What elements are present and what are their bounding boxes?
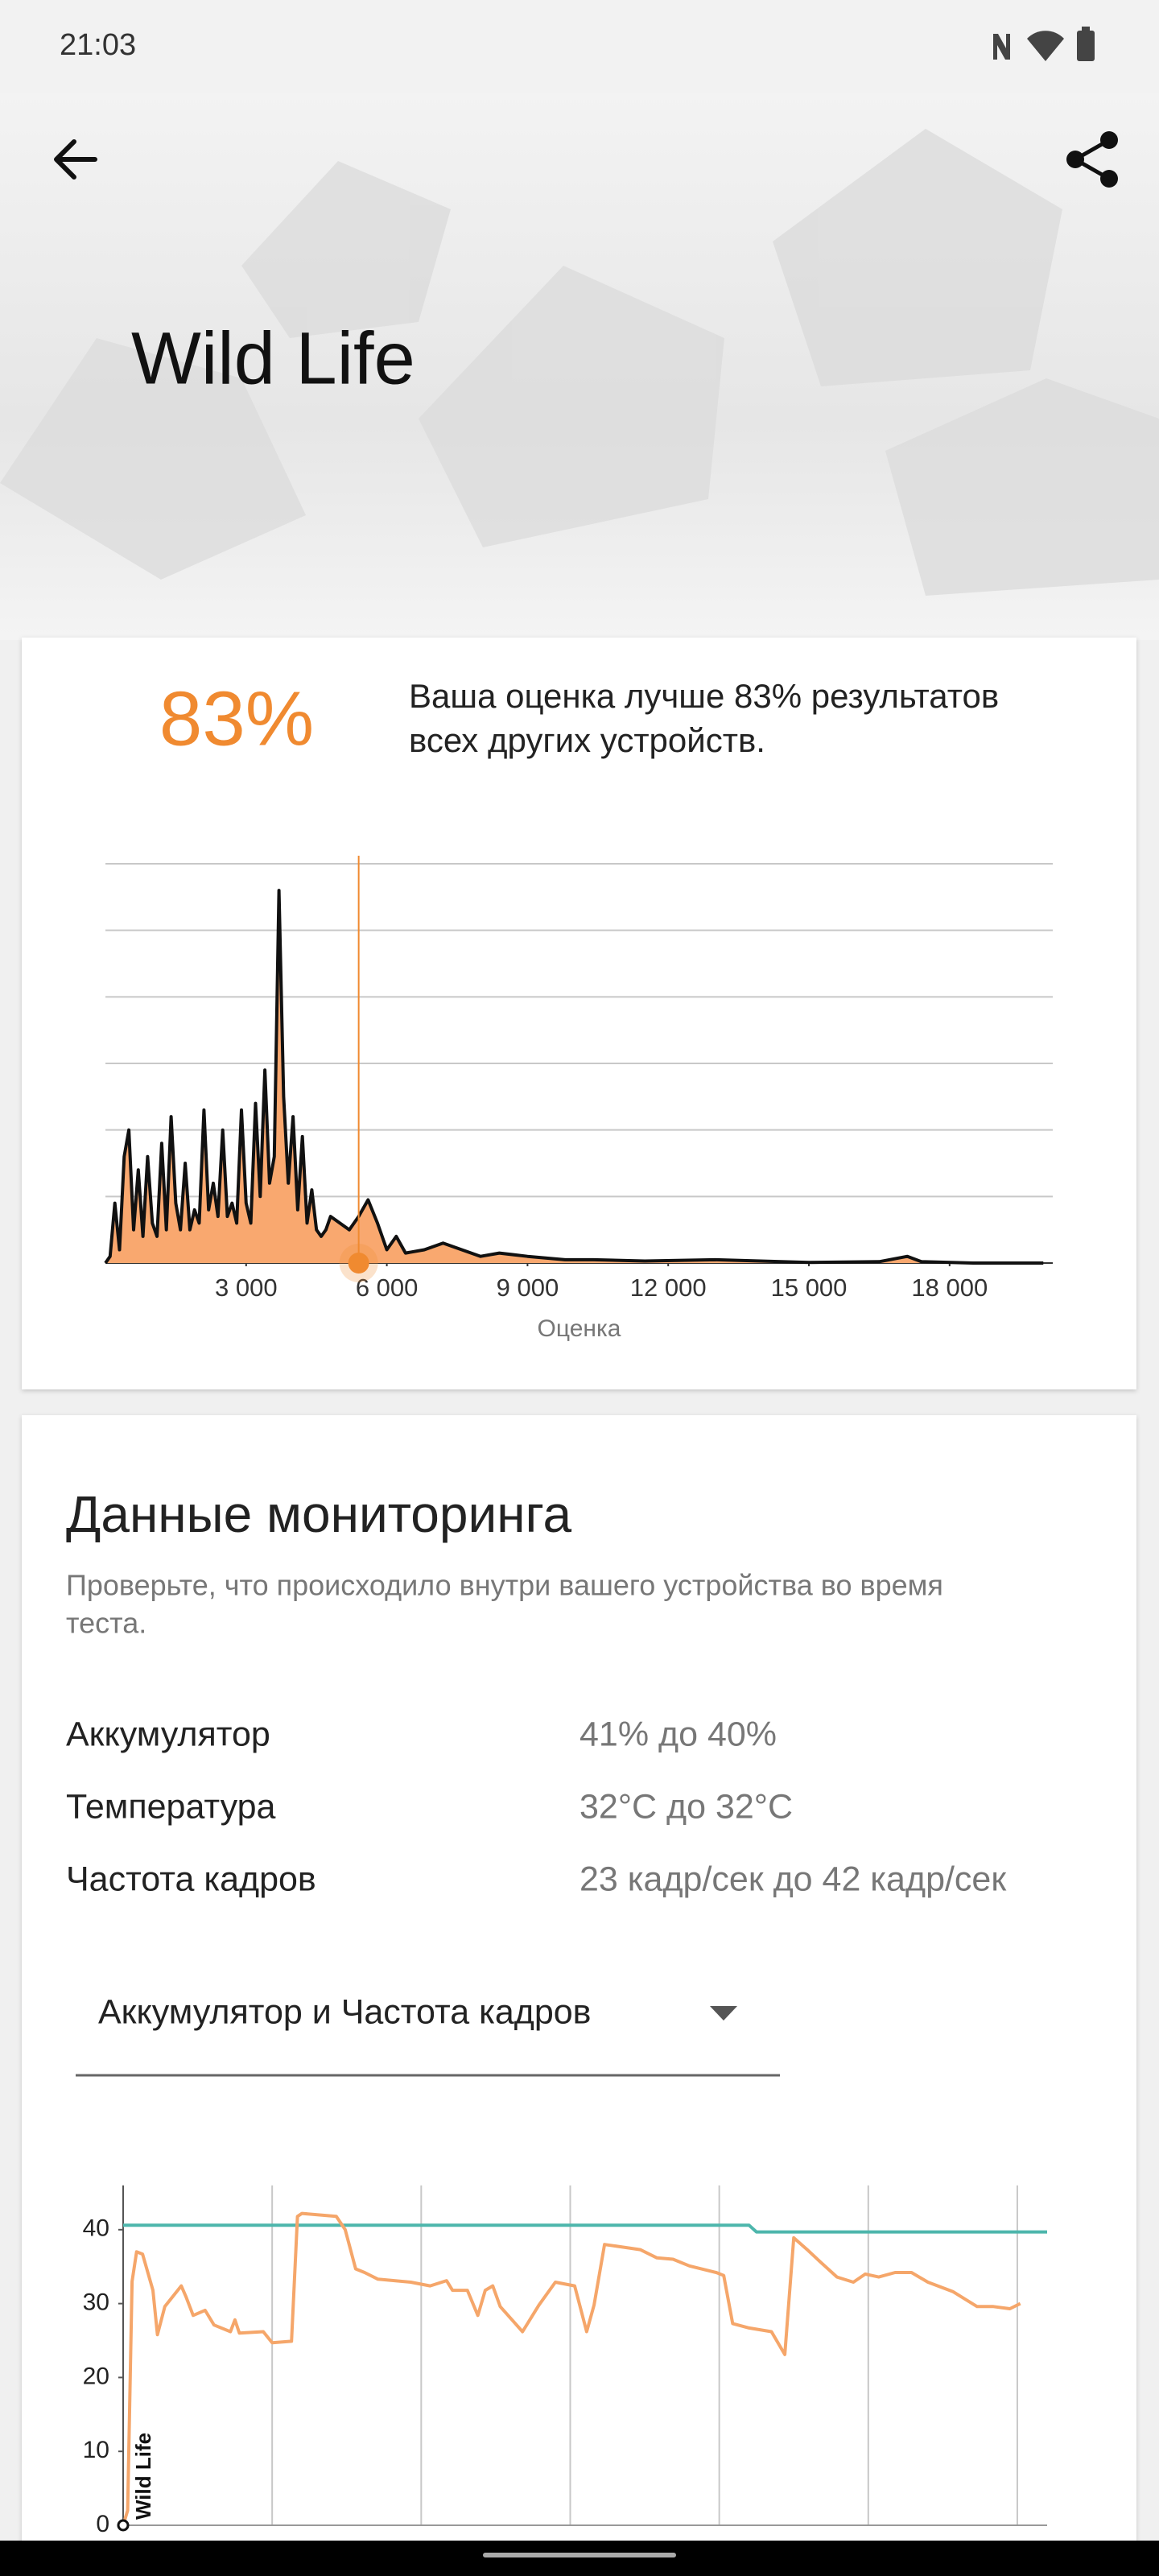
monitoring-subtitle: теста. xyxy=(66,1607,146,1640)
nav-bar xyxy=(0,2541,1159,2576)
origin-marker xyxy=(117,2519,130,2532)
row-value: 32°C до 32°C xyxy=(580,1787,793,1826)
y-tick-label: 10 xyxy=(83,2437,109,2463)
x-tick-label: 6 000 xyxy=(356,1274,419,1302)
page-title: Wild Life xyxy=(131,317,415,399)
y-tick-label: 30 xyxy=(83,2289,109,2316)
user-score-dot xyxy=(348,1253,369,1274)
distribution-area xyxy=(105,890,1044,1263)
x-tick-label: 3 000 xyxy=(215,1274,278,1302)
dropdown-arrow[interactable] xyxy=(710,2006,737,2021)
x-tick-label: 9 000 xyxy=(497,1274,559,1302)
row-label: Аккумулятор xyxy=(66,1715,270,1753)
home-indicator[interactable] xyxy=(483,2553,676,2557)
dropdown[interactable]: Аккумулятор и Частота кадров xyxy=(76,1992,780,2077)
x-axis-label: Оценка xyxy=(538,1315,621,1342)
distribution-chart: 3 000 6 000 9 000 12 000 15 000 18 000 Оценка xyxy=(104,856,1053,1342)
status-time: 21:03 xyxy=(60,28,136,62)
y-tick-label: 0 xyxy=(96,2511,109,2537)
x-tick-label: 18 000 xyxy=(911,1274,988,1302)
share-button[interactable] xyxy=(1066,131,1118,188)
status-bar xyxy=(0,0,1159,93)
series-line xyxy=(123,2223,1047,2234)
rock-decor xyxy=(0,129,1159,596)
y-tick-label: 20 xyxy=(83,2363,109,2389)
y-tick-label: 40 xyxy=(83,2215,109,2242)
score-description: Ваша оценка лучше 83% результатов xyxy=(409,677,999,715)
score-description: всех других устройств. xyxy=(409,721,765,759)
score-card xyxy=(22,638,1136,1389)
status-icons xyxy=(993,27,1095,61)
monitoring-card xyxy=(22,1415,1136,2576)
dropdown-label[interactable]: Аккумулятор и Частота кадров xyxy=(98,1992,592,2031)
score-percent: 83% xyxy=(159,675,314,762)
distribution-line xyxy=(104,889,1044,1265)
monitoring-subtitle: Проверьте, что происходило внутри вашего… xyxy=(66,1569,943,1602)
monitoring-title: Данные мониторинга xyxy=(66,1485,572,1543)
monitoring-chart: 0 10 20 30 40 Wild Life xyxy=(83,2185,1047,2537)
row-label: Температура xyxy=(66,1787,276,1826)
row-value: 23 кадр/сек до 42 кадр/сек xyxy=(580,1860,1007,1898)
back-button[interactable] xyxy=(54,139,97,180)
row-label: Частота кадров xyxy=(66,1860,316,1898)
x-tick-label: 15 000 xyxy=(771,1274,848,1302)
series-line xyxy=(122,2211,1021,2526)
annotation: Wild Life xyxy=(131,2433,155,2520)
row-value: 41% до 40% xyxy=(580,1715,777,1753)
x-tick-label: 12 000 xyxy=(630,1274,707,1302)
monitoring-rows: Аккумулятор 41% до 40% Температура 32°C до … xyxy=(66,1715,1007,1898)
